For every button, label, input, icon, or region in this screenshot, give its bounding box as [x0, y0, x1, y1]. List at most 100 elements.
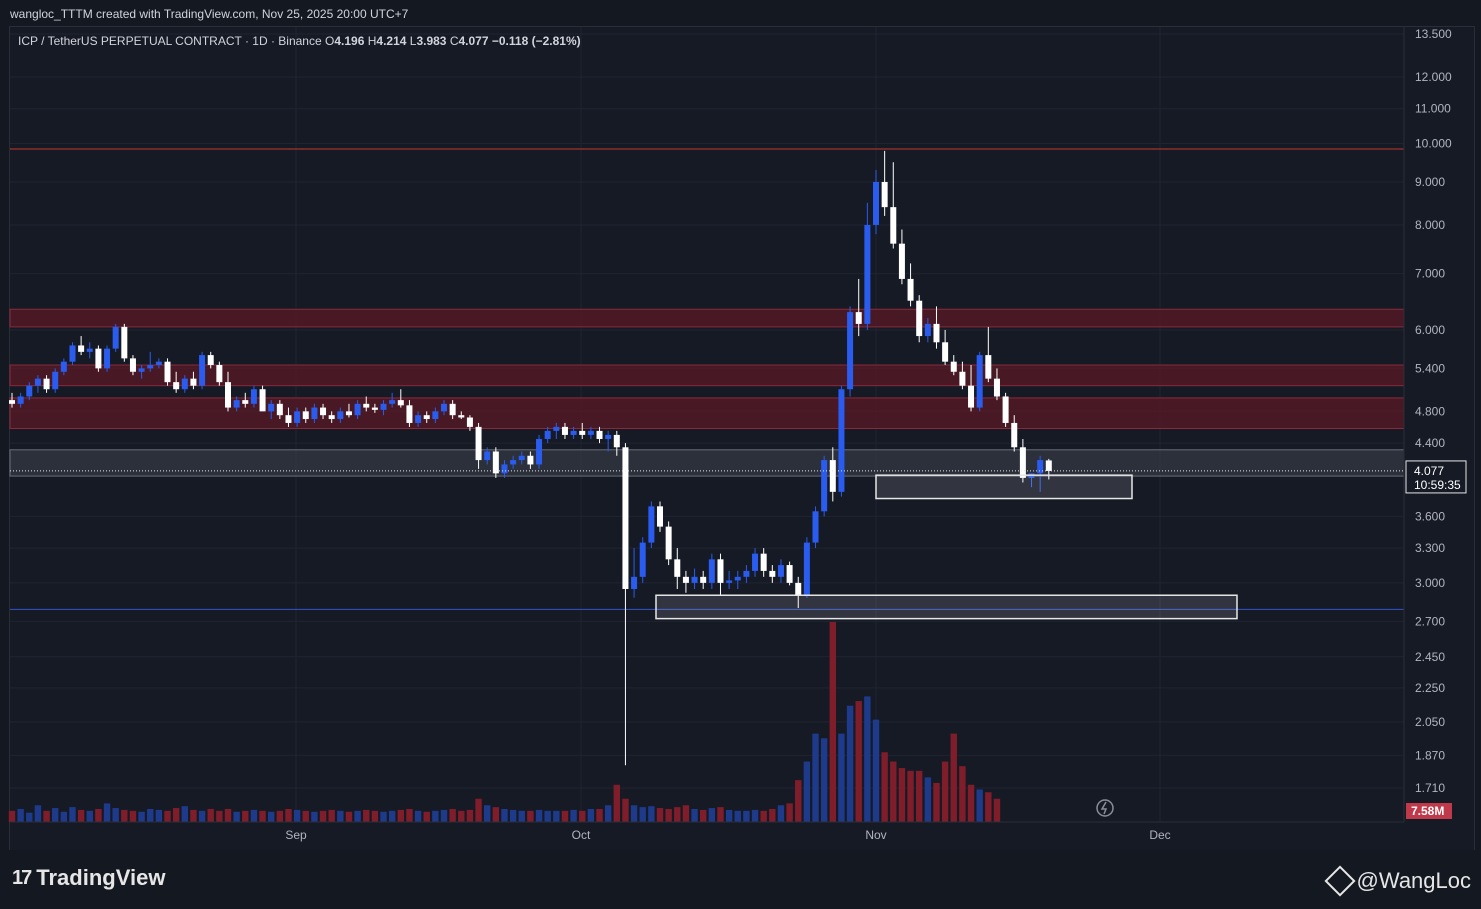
candle-body [104, 348, 111, 369]
candle-body [950, 361, 957, 372]
volume-bar [34, 805, 42, 822]
volume-bar [916, 770, 923, 822]
volume-bar [691, 808, 698, 822]
volume-bar [414, 810, 422, 822]
candle-body [354, 403, 361, 416]
volume-bar [458, 810, 465, 822]
candle-body [786, 565, 793, 583]
candle-body [760, 553, 767, 571]
candle-body [924, 323, 931, 337]
replay-icon [1096, 799, 1114, 817]
resistance-zone [9, 308, 1405, 328]
candle-body [216, 365, 223, 383]
volume-bar [138, 811, 145, 822]
candle-body [276, 403, 283, 416]
volume-bar [492, 807, 500, 822]
price-tick-label: 13.500 [1415, 27, 1452, 41]
volume-bar [751, 809, 759, 822]
tradingview-icon: 17 [12, 866, 32, 889]
candle-body [812, 511, 819, 543]
price-tick-label: 3.000 [1415, 576, 1445, 590]
candle-body [112, 326, 119, 349]
candle-body [976, 355, 983, 408]
candle-body [821, 460, 828, 512]
volume-bar [397, 809, 404, 822]
volume-bar [190, 809, 197, 822]
candle-body [803, 542, 810, 596]
volume-bar [786, 803, 793, 822]
volume-bar [164, 810, 171, 822]
candle-body [164, 361, 171, 383]
candle-body [579, 430, 586, 435]
volume-bar [432, 810, 439, 822]
volume-bar [484, 805, 491, 822]
volume-badge [1406, 803, 1452, 819]
chart-panel[interactable] [9, 26, 1475, 851]
price-tick-label: 2.250 [1415, 681, 1445, 695]
lightning-icon [1100, 801, 1108, 815]
volume-bar [561, 810, 569, 822]
candle-body [285, 415, 292, 423]
candle-body [708, 559, 715, 583]
candle-body [397, 400, 404, 406]
candle-body [423, 415, 430, 420]
volume-bar [812, 733, 819, 822]
candle-body [432, 411, 439, 420]
volume-bar [388, 810, 396, 822]
candle-body [155, 361, 162, 366]
volume-bar [216, 810, 223, 822]
volume-bar [302, 810, 309, 822]
volume-bar [717, 807, 724, 822]
candle-body [726, 580, 733, 583]
candle-body [250, 389, 257, 404]
volume-bar [207, 808, 214, 822]
volume-bar [777, 805, 785, 822]
volume-bar [17, 808, 24, 822]
candle-body [466, 417, 473, 427]
volume-bar [734, 810, 741, 822]
price-tick-label: 11.000 [1415, 102, 1451, 116]
symbol-legend: ICP / TetherUS PERPETUAL CONTRACT · 1D ·… [18, 34, 581, 48]
volume-bar [596, 808, 603, 822]
candle-body [363, 403, 370, 408]
price-tick-label: 9.000 [1415, 175, 1445, 189]
candle-body [371, 407, 378, 410]
volume-bar [544, 810, 551, 822]
candle-body [69, 345, 76, 362]
price-tick-label: 4.400 [1415, 436, 1445, 450]
volume-bar [527, 810, 534, 822]
tradingview-brand: TradingView [36, 865, 166, 890]
volume-bar [674, 807, 681, 822]
candle-body [648, 506, 655, 543]
volume-bar [864, 696, 871, 822]
volume-bar [890, 761, 897, 822]
candle-body [985, 355, 992, 379]
candle-body [389, 400, 396, 404]
candle-body [34, 378, 41, 386]
volume-bar [829, 622, 836, 822]
symbol-title[interactable]: ICP / TetherUS PERPETUAL CONTRACT · 1D ·… [18, 34, 322, 48]
candle-body [682, 576, 689, 583]
candle-body [345, 411, 352, 416]
price-tick-label: 1.710 [1415, 781, 1445, 795]
volume-bar [466, 809, 474, 822]
volume-bar [26, 812, 33, 822]
volume-bar [665, 808, 672, 822]
legend-high-label: H [367, 34, 377, 48]
volume-bar [743, 810, 750, 822]
candle-body [121, 326, 128, 359]
volume-bar [639, 807, 646, 822]
volume-bar [285, 808, 292, 822]
volume-bar [872, 719, 880, 822]
candle-body [518, 455, 525, 461]
candlestick-chart[interactable]: 13.500 12.000 11.000 10.000 9.000 8.000 7.000 6… [0, 0, 1481, 850]
volume-bar [242, 810, 249, 822]
candle-body [587, 430, 594, 435]
tradingview-logo[interactable]: 17 TradingView [12, 865, 165, 891]
volume-bar [181, 806, 188, 822]
candle-body [916, 300, 923, 337]
legend-close-value: 4.077 [458, 34, 489, 48]
price-tick-label: 3.300 [1415, 541, 1445, 555]
volume-bar [967, 784, 975, 822]
volume-bar [579, 810, 586, 822]
